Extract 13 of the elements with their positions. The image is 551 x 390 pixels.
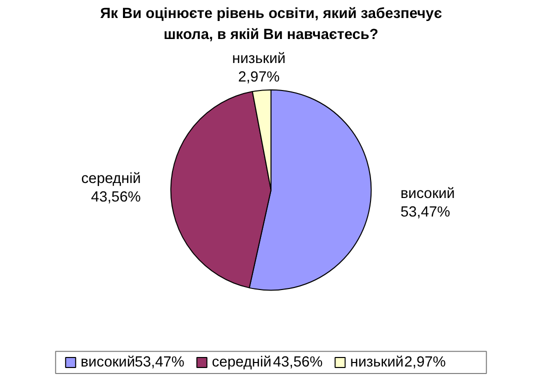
text: 53,47%: [134, 354, 184, 370]
slice-label: середній: [81, 170, 141, 187]
data-label: 2,97%: [238, 69, 280, 86]
legend-label: низький: [350, 354, 404, 370]
legend-label: високий: [80, 354, 136, 370]
text: 43,56%: [273, 354, 323, 370]
chart-title: Як Ви оцінюєте рівень освіти, який забезпечує школа, в якій Ви навчаєтесь?: [100, 6, 442, 43]
data-label: 53,47%: [400, 204, 450, 221]
text: 2,97%: [404, 354, 446, 370]
slice-label: низький: [232, 51, 286, 68]
data-label: 43,56%: [91, 189, 141, 206]
legend-label: середній: [212, 354, 272, 370]
slice-label: високий: [400, 186, 455, 202]
